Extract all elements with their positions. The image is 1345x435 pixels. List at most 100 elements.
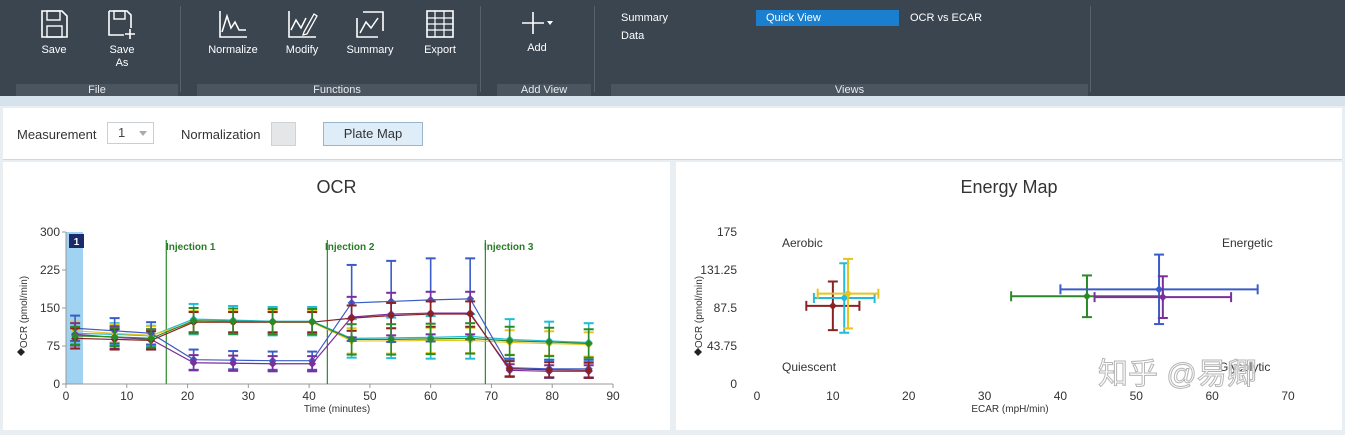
y-tick-label: 75: [47, 339, 61, 353]
energy-map-chart: 0 43.75 87.5 131.25 175 0 10 20 30 40 50 60 70 OCR (…: [694, 225, 1295, 415]
watermark: 知乎 @易卿: [1098, 358, 1257, 391]
energy-y-axis-label: OCR (pmol/min): [694, 276, 705, 348]
data-point: [466, 334, 475, 343]
energy-chart-title: Energy Map: [960, 177, 1058, 197]
quadrant-glycolytic: Glycolytic: [1219, 360, 1270, 374]
ocr-x-axis-label: Time (minutes): [304, 404, 370, 415]
x-tick-label: 10: [120, 389, 134, 403]
data-point: [268, 359, 277, 368]
data-point: [110, 332, 119, 341]
measurement-value: 1: [118, 125, 126, 140]
y-tick-label: 43.75: [707, 339, 737, 353]
save-as-button[interactable]: Save As: [96, 8, 148, 70]
save-button[interactable]: Save: [28, 8, 80, 57]
data-point: [189, 358, 198, 367]
measurement-badge-group: 1: [69, 234, 84, 248]
view-data[interactable]: Data: [621, 30, 645, 42]
summary-icon: [356, 11, 384, 38]
data-point: [308, 317, 317, 326]
measurement-badge-text: 1: [74, 237, 80, 248]
series-line-group-green: [75, 320, 589, 345]
add-view-group-label: Add View: [497, 84, 591, 96]
plate-map-button[interactable]: Plate Map: [323, 122, 423, 146]
measurement-select[interactable]: 1: [107, 122, 154, 144]
functions-group-label: Functions: [197, 84, 477, 96]
x-tick-label: 60: [424, 389, 438, 403]
measurement-highlight: [66, 232, 84, 384]
data-point: [387, 335, 396, 344]
quadrant-aerobic: Aerobic: [782, 236, 823, 250]
add-view-group: Add Add View: [481, 0, 593, 96]
ribbon-toolbar: Save Save As File Normalize: [0, 0, 1345, 96]
group-divider: [1090, 6, 1091, 92]
injection-1-label: Injection 1: [166, 242, 216, 253]
modify-icon: [288, 11, 318, 38]
normalize-icon: [219, 11, 247, 38]
view-quick-view[interactable]: Quick View: [756, 10, 899, 26]
view-summary[interactable]: Summary: [621, 12, 669, 24]
add-button[interactable]: Add: [511, 8, 563, 55]
x-tick-label: 30: [978, 389, 992, 403]
export-button[interactable]: Export: [417, 8, 463, 57]
data-point: [505, 364, 514, 373]
add-label: Add: [527, 42, 547, 54]
series-line-group-darkred: [75, 313, 589, 371]
x-tick-label: 40: [1054, 389, 1068, 403]
data-point-group-cyan: [840, 294, 849, 303]
x-tick-label: 80: [546, 389, 560, 403]
data-point: [545, 337, 554, 346]
file-group-label: File: [16, 84, 178, 96]
file-group: Save Save As File: [0, 0, 180, 96]
data-point: [584, 339, 593, 348]
data-point: [229, 317, 238, 326]
y-tick-label: 225: [40, 263, 60, 277]
y-tick-label: 150: [40, 301, 60, 315]
data-point: [505, 336, 514, 345]
view-toolbar: Measurement 1 Normalization Plate Map: [3, 108, 1342, 160]
x-tick-label: 50: [363, 389, 377, 403]
x-tick-label: 60: [1205, 389, 1219, 403]
ribbon-bottom-strip: [0, 96, 1345, 106]
data-point-group-darkred: [828, 301, 837, 310]
normalization-toggle[interactable]: [271, 122, 296, 146]
data-point: [347, 314, 356, 323]
ocr-panel: OCR 0 75 150 225 300 0 10 20 30 40 50 60 70 80 90 OCR …: [3, 162, 670, 430]
normalize-button[interactable]: Normalize: [205, 8, 261, 57]
ocr-chart: 0 75 150 225 300 0 10 20 30 40 50 60 70 80 90 OCR (pmo…: [17, 225, 620, 415]
save-as-icon: [108, 10, 135, 39]
series-marker-icon: [17, 348, 25, 356]
ocr-y-axis-label: OCR (pmol/min): [19, 276, 30, 348]
views-group-label: Views: [611, 84, 1088, 96]
quadrant-quiescent: Quiescent: [782, 360, 837, 374]
view-ocr-vs-ecar[interactable]: OCR vs ECAR: [910, 12, 983, 24]
chevron-down-icon: [139, 131, 147, 136]
data-point: [426, 310, 435, 319]
y-tick-label: 131.25: [700, 263, 737, 277]
measurement-label: Measurement: [17, 127, 97, 142]
x-tick-label: 0: [63, 389, 70, 403]
x-tick-label: 70: [1281, 389, 1295, 403]
measurement-badge: [69, 234, 84, 248]
data-point: [466, 310, 475, 319]
y-tick-label: 300: [40, 225, 60, 239]
y-tick-label: 0: [53, 377, 60, 391]
summary-button[interactable]: Summary: [343, 8, 397, 57]
data-point: [308, 359, 317, 368]
save-as-label: Save: [109, 44, 135, 56]
data-point: [268, 317, 277, 326]
functions-group: Normalize Modify Summary Export: [181, 0, 479, 96]
y-tick-label: 0: [730, 377, 737, 391]
modify-button[interactable]: Modify: [277, 8, 327, 57]
normalization-label: Normalization: [181, 127, 261, 142]
x-tick-label: 90: [606, 389, 620, 403]
injection-3-label: Injection 3: [484, 242, 534, 253]
quadrant-energetic: Energetic: [1222, 236, 1273, 250]
data-point: [584, 366, 593, 375]
x-tick-label: 70: [485, 389, 499, 403]
injection-2-label: Injection 2: [325, 242, 375, 253]
data-point: [545, 365, 554, 374]
summary-label: Summary: [346, 44, 394, 56]
data-point: [189, 316, 198, 325]
modify-label: Modify: [285, 44, 319, 56]
save-as-label-2: As: [115, 57, 129, 69]
